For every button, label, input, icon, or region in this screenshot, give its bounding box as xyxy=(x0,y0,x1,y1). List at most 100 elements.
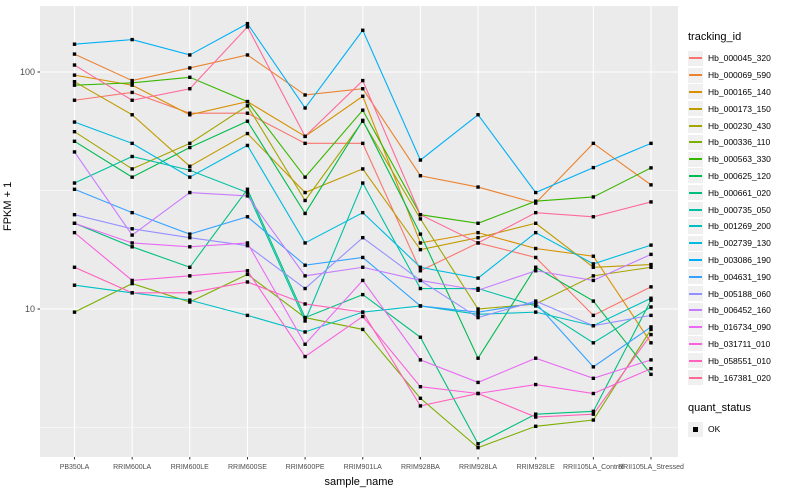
data-point xyxy=(591,313,596,318)
legend: tracking_id Hb_000045_320 Hb_000069_590 Hb… xyxy=(688,31,800,438)
data-point xyxy=(303,190,307,195)
data-point xyxy=(303,354,307,359)
data-point xyxy=(130,278,134,283)
data-point xyxy=(245,272,250,277)
data-point xyxy=(534,424,538,428)
data-point xyxy=(72,129,77,134)
data-point xyxy=(591,365,596,369)
data-point xyxy=(649,366,653,371)
legend-item-label: Hb_000069_590 xyxy=(708,70,771,81)
data-point xyxy=(418,396,423,400)
legend-key xyxy=(688,151,703,167)
data-point xyxy=(245,280,250,284)
legend-key xyxy=(688,319,703,335)
data-point xyxy=(188,274,192,278)
data-point xyxy=(649,285,653,289)
data-point xyxy=(188,175,192,179)
data-point xyxy=(418,286,423,291)
legend-key-line xyxy=(689,174,702,177)
data-point xyxy=(591,299,596,303)
data-point xyxy=(245,187,250,191)
data-point xyxy=(245,215,250,219)
data-point xyxy=(534,382,538,387)
data-point xyxy=(591,409,596,414)
data-point xyxy=(361,141,365,146)
data-point xyxy=(361,327,365,332)
legend-key-line xyxy=(689,57,702,60)
data-point xyxy=(534,201,538,205)
legend-item: Hb_000165_140 xyxy=(688,84,800,101)
legend-quant-status: quant_status OK xyxy=(688,402,800,438)
data-point xyxy=(418,217,423,221)
data-point xyxy=(188,87,192,91)
data-point xyxy=(649,296,653,300)
legend-item-label: Hb_058551_010 xyxy=(708,355,771,366)
legend-key-line xyxy=(689,141,702,144)
data-point xyxy=(649,341,653,345)
data-point xyxy=(72,221,77,225)
data-point xyxy=(534,221,538,225)
data-point xyxy=(72,283,77,287)
legend-item: Hb_000735_050 xyxy=(688,201,800,218)
data-point xyxy=(303,274,307,278)
legend-item-label: Hb_000045_320 xyxy=(708,53,771,64)
data-point xyxy=(591,376,596,381)
data-point xyxy=(245,131,250,136)
data-point xyxy=(418,404,423,408)
data-point xyxy=(130,113,134,117)
data-point xyxy=(591,391,596,396)
legend-item-label: Hb_000230_430 xyxy=(708,120,771,131)
data-point xyxy=(130,78,134,83)
legend-item: Hb_000625_120 xyxy=(688,168,800,185)
data-point xyxy=(188,300,192,304)
legend-key xyxy=(688,353,703,369)
data-point xyxy=(534,310,538,314)
legend-key-line xyxy=(689,107,702,110)
data-point xyxy=(476,288,480,292)
legend-item: Hb_005188_060 xyxy=(688,285,800,302)
data-point xyxy=(649,332,653,337)
data-point xyxy=(534,301,538,305)
data-point xyxy=(361,118,365,123)
data-point xyxy=(72,83,77,87)
data-point xyxy=(476,241,480,245)
legend-item-label: Hb_000173_150 xyxy=(708,103,771,114)
legend-key xyxy=(688,50,703,66)
legend-item-label: Hb_002739_130 xyxy=(708,238,771,249)
data-point xyxy=(303,134,307,139)
data-point xyxy=(72,187,77,191)
data-point xyxy=(361,235,365,240)
legend-key-line xyxy=(689,292,702,295)
legend-key-line xyxy=(689,90,702,93)
data-point xyxy=(72,98,77,102)
legend-key-line xyxy=(689,208,702,211)
data-point xyxy=(361,87,365,91)
legend-key xyxy=(688,370,703,386)
data-point xyxy=(476,221,480,225)
data-point xyxy=(72,310,77,314)
data-point xyxy=(361,167,365,171)
data-point xyxy=(245,25,250,29)
data-point xyxy=(534,230,538,235)
legend-item-label: Hb_001269_200 xyxy=(708,221,771,232)
data-point xyxy=(361,108,365,112)
legend-item: Hb_000173_150 xyxy=(688,100,800,117)
data-point xyxy=(418,269,423,273)
data-point xyxy=(245,243,250,248)
legend-title-tracking-id: tracking_id xyxy=(688,31,742,43)
legend-item-label: Hb_000625_120 xyxy=(708,170,771,181)
y-axis-title: FPKM + 1 xyxy=(2,181,14,231)
legend-key xyxy=(688,336,703,352)
data-point xyxy=(245,111,250,115)
x-tick-label: RRIM600SE xyxy=(228,464,267,471)
legend-item-ok: OK xyxy=(688,421,800,438)
data-point xyxy=(245,21,250,26)
data-point xyxy=(130,227,134,231)
legend-item-label: Hb_031711_010 xyxy=(708,338,771,349)
legend-item-label: Hb_000661_020 xyxy=(708,187,771,198)
data-point xyxy=(303,198,307,203)
data-point xyxy=(591,141,596,146)
legend-key-line xyxy=(689,376,702,379)
x-tick-label: RRIM928LA xyxy=(459,464,497,471)
x-axis-title: sample_name xyxy=(324,476,394,488)
